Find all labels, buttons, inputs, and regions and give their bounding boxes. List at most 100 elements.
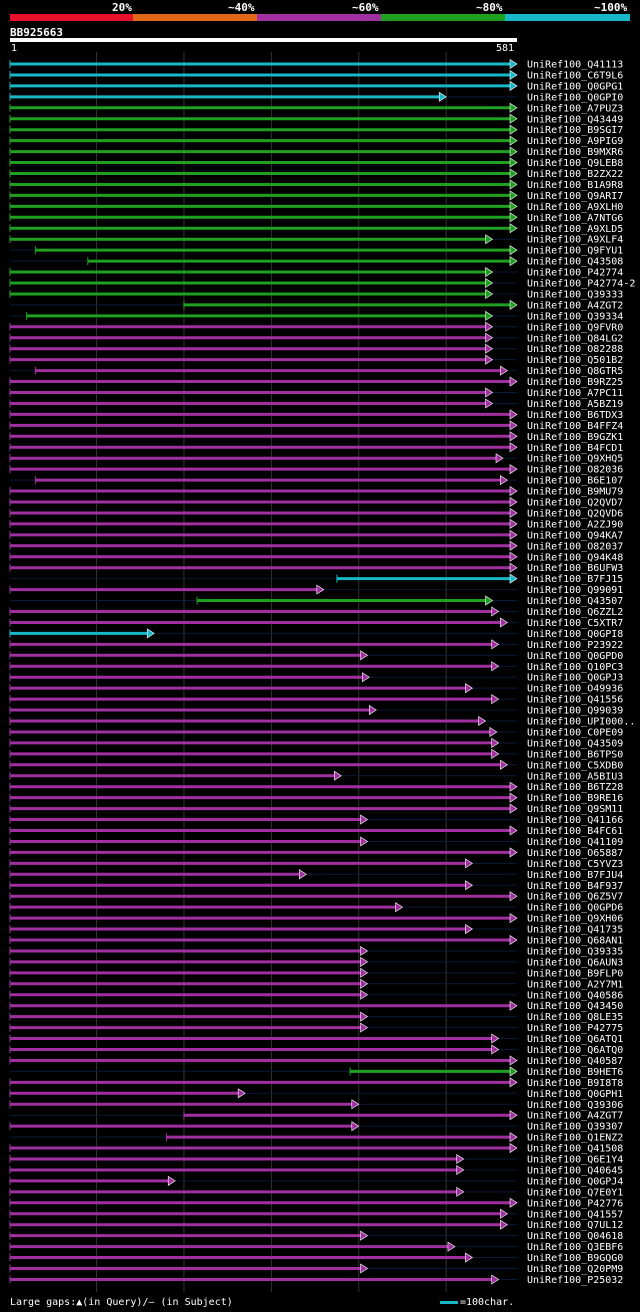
hit-label[interactable]: UniRef100_Q0GPJ4	[527, 1176, 623, 1187]
hit-label[interactable]: UniRef100_A7NTG6	[527, 213, 623, 224]
hit-label[interactable]: UniRef100_Q43508	[527, 257, 623, 268]
hit-label[interactable]: UniRef100_Q1ENZ2	[527, 1133, 623, 1144]
hit-label[interactable]: UniRef100_B1A9R8	[527, 180, 623, 191]
hit-label[interactable]: UniRef100_B6TZ28	[527, 782, 623, 793]
hit-label[interactable]: UniRef100_P42774	[527, 268, 623, 279]
hit-label[interactable]: UniRef100_Q9XH06	[527, 914, 623, 925]
hit-label[interactable]: UniRef100_Q39333	[527, 289, 623, 300]
hit-label[interactable]: UniRef100_Q99039	[527, 706, 623, 717]
hit-label[interactable]: UniRef100_A7PC11	[527, 388, 623, 399]
hit-label[interactable]: UniRef100_Q40587	[527, 1056, 623, 1067]
hit-label[interactable]: UniRef100_Q41557	[527, 1209, 623, 1220]
hit-label[interactable]: UniRef100_B9GZK1	[527, 432, 623, 443]
hit-label[interactable]: UniRef100_Q41556	[527, 695, 623, 706]
hit-label[interactable]: UniRef100_A7PUZ3	[527, 103, 623, 114]
hit-label[interactable]: UniRef100_Q39306	[527, 1100, 623, 1111]
hit-label[interactable]: UniRef100_A9XLD5	[527, 224, 623, 235]
hit-label[interactable]: UniRef100_C5XTR7	[527, 618, 623, 629]
hit-label[interactable]: UniRef100_Q0GPJ3	[527, 673, 623, 684]
hit-label[interactable]: UniRef100_C0PE09	[527, 727, 623, 738]
hit-label[interactable]: UniRef100_Q7E0Y1	[527, 1187, 623, 1198]
hit-label[interactable]: UniRef100_Q39307	[527, 1122, 623, 1133]
hit-label[interactable]: UniRef100_B9MXR6	[527, 147, 623, 158]
hit-label[interactable]: UniRef100_B9MU79	[527, 487, 623, 498]
hit-label[interactable]: UniRef100_Q2QVD7	[527, 498, 623, 509]
hit-label[interactable]: UniRef100_Q40645	[527, 1165, 623, 1176]
hit-label[interactable]: UniRef100_Q04618	[527, 1231, 623, 1242]
hit-label[interactable]: UniRef100_Q0GPD6	[527, 903, 623, 914]
hit-label[interactable]: UniRef100_O82036	[527, 465, 623, 476]
hit-label[interactable]: UniRef100_Q0GPD0	[527, 651, 623, 662]
hit-label[interactable]: UniRef100_Q501B2	[527, 355, 623, 366]
hit-label[interactable]: UniRef100_O82288	[527, 344, 623, 355]
hit-label[interactable]: UniRef100_Q6ATQ1	[527, 1034, 623, 1045]
hit-label[interactable]: UniRef100_B9I8T8	[527, 1078, 623, 1089]
hit-label[interactable]: UniRef100_Q94KA7	[527, 530, 623, 541]
hit-label[interactable]: UniRef100_Q39335	[527, 946, 623, 957]
hit-label[interactable]: UniRef100_Q7UL12	[527, 1220, 623, 1231]
hit-label[interactable]: UniRef100_B9RE16	[527, 793, 623, 804]
hit-label[interactable]: UniRef100_Q0GPH1	[527, 1089, 623, 1100]
hit-label[interactable]: UniRef100_B6E107	[527, 476, 623, 487]
hit-label[interactable]: UniRef100_B9SGI7	[527, 125, 623, 136]
hit-label[interactable]: UniRef100_A2ZJ90	[527, 519, 623, 530]
hit-label[interactable]: UniRef100_B4F937	[527, 881, 623, 892]
hit-label[interactable]: UniRef100_C5YVZ3	[527, 859, 623, 870]
hit-label[interactable]: UniRef100_A4ZGT7	[527, 1111, 623, 1122]
hit-label[interactable]: UniRef100_Q0GPI0	[527, 92, 623, 103]
hit-label[interactable]: UniRef100_Q43449	[527, 114, 623, 125]
hit-label[interactable]: UniRef100_A9PIG9	[527, 136, 623, 147]
hit-label[interactable]: UniRef100_B4FCD1	[527, 443, 623, 454]
hit-label[interactable]: UniRef100_Q41508	[527, 1144, 623, 1155]
hit-label[interactable]: UniRef100_B9RZ25	[527, 377, 623, 388]
hit-label[interactable]: UniRef100_Q43450	[527, 1001, 623, 1012]
hit-label[interactable]: UniRef100_Q68AN1	[527, 936, 623, 947]
hit-label[interactable]: UniRef100_Q41735	[527, 925, 623, 936]
hit-label[interactable]: UniRef100_Q20PM9	[527, 1264, 623, 1275]
hit-label[interactable]: UniRef100_Q9FYU1	[527, 246, 623, 257]
hit-label[interactable]: UniRef100_Q6AUN3	[527, 957, 623, 968]
hit-label[interactable]: UniRef100_B2ZX22	[527, 169, 623, 180]
hit-label[interactable]: UniRef100_Q94K48	[527, 552, 623, 563]
hit-label[interactable]: UniRef100_A9XLH0	[527, 202, 623, 213]
hit-label[interactable]: UniRef100_Q0GPG1	[527, 81, 623, 92]
hit-label[interactable]: UniRef100_O49936	[527, 684, 623, 695]
hit-label[interactable]: UniRef100_Q41113	[527, 60, 623, 71]
hit-label[interactable]: UniRef100_Q41166	[527, 815, 623, 826]
hit-label[interactable]: UniRef100_A9XLF4	[527, 235, 623, 246]
hit-label[interactable]: UniRef100_Q8GTR5	[527, 366, 623, 377]
hit-label[interactable]: UniRef100_P23922	[527, 640, 623, 651]
hit-label[interactable]: UniRef100_B7FJ15	[527, 574, 623, 585]
hit-label[interactable]: UniRef100_Q10PC3	[527, 662, 623, 673]
hit-label[interactable]: UniRef100_P25032	[527, 1275, 623, 1286]
hit-label[interactable]: UniRef100_P42774-2	[527, 279, 635, 290]
hit-label[interactable]: UniRef100_B9GQG0	[527, 1253, 623, 1264]
hit-label[interactable]: UniRef100_C5XDB0	[527, 760, 623, 771]
hit-label[interactable]: UniRef100_Q8LE35	[527, 1012, 623, 1023]
hit-label[interactable]: UniRef100_B4FC61	[527, 826, 623, 837]
hit-label[interactable]: UniRef100_B9FLP0	[527, 968, 623, 979]
hit-label[interactable]: UniRef100_Q9XHQ5	[527, 454, 623, 465]
hit-label[interactable]: UniRef100_A2Y7M1	[527, 979, 623, 990]
hit-label[interactable]: UniRef100_Q39334	[527, 311, 623, 322]
hit-label[interactable]: UniRef100_P42776	[527, 1198, 623, 1209]
hit-label[interactable]: UniRef100_Q6E1Y4	[527, 1155, 623, 1166]
hit-label[interactable]: UniRef100_B6UFW3	[527, 563, 623, 574]
hit-label[interactable]: UniRef100_B4FFZ4	[527, 421, 623, 432]
hit-label[interactable]: UniRef100_Q6Z5V7	[527, 892, 623, 903]
hit-label[interactable]: UniRef100_Q6ZZL2	[527, 607, 623, 618]
hit-label[interactable]: UniRef100_Q99091	[527, 585, 623, 596]
hit-label[interactable]: UniRef100_Q43509	[527, 738, 623, 749]
hit-label[interactable]: UniRef100_Q84LG2	[527, 333, 623, 344]
hit-label[interactable]: UniRef100_C6T9L6	[527, 70, 623, 81]
hit-label[interactable]: UniRef100_Q0GPI8	[527, 629, 623, 640]
hit-label[interactable]: UniRef100_Q9FVR0	[527, 322, 623, 333]
hit-label[interactable]: UniRef100_Q9SM11	[527, 804, 623, 815]
hit-label[interactable]: UniRef100_O65887	[527, 848, 623, 859]
hit-label[interactable]: UniRef100_B7FJU4	[527, 870, 623, 881]
hit-label[interactable]: UniRef100_O82037	[527, 541, 623, 552]
hit-label[interactable]: UniRef100_A5BIU3	[527, 771, 623, 782]
hit-label[interactable]: UniRef100_B6TDX3	[527, 410, 623, 421]
hit-label[interactable]: UniRef100_Q43507	[527, 596, 623, 607]
hit-label[interactable]: UniRef100_Q6ATQ0	[527, 1045, 623, 1056]
